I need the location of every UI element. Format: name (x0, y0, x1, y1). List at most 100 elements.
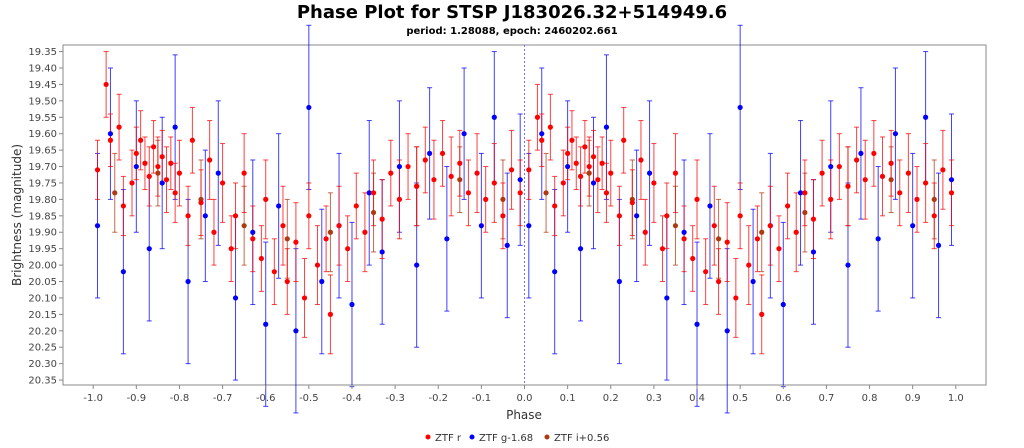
legend-label-ztf-g: ZTF g-1.68 (479, 433, 533, 444)
data-point-ztf-g (797, 190, 804, 196)
data-point-ztf-r (241, 170, 247, 176)
data-point-ztf-g (349, 301, 355, 308)
data-point-ztf-r (810, 216, 817, 222)
data-point-ztf-r (314, 262, 321, 268)
y-tick-label: 19.50 (28, 96, 57, 107)
data-point-ztf-g (616, 278, 622, 285)
data-point-ztf-r (948, 190, 955, 196)
data-point-ztf-r (370, 190, 377, 196)
data-point-ztf-g (737, 104, 743, 111)
data-point-ztf-r (327, 311, 334, 317)
data-point-ztf-g (935, 242, 942, 248)
data-point-ztf-r (142, 160, 148, 166)
data-point-ztf-r (500, 213, 506, 219)
x-axis-label: Phase (506, 408, 542, 422)
data-point-ztf-r (526, 167, 532, 173)
data-point-ztf-g (146, 246, 152, 252)
data-point-ztf-r (94, 167, 101, 173)
data-point-ztf-r (163, 177, 170, 183)
data-point-ztf-g (202, 213, 208, 219)
data-point-ztf-r (793, 229, 799, 235)
data-point-ztf-r (258, 255, 265, 262)
data-point-ztf-r (651, 180, 657, 186)
data-point-ztf-r (534, 114, 541, 120)
y-tick-label: 20.10 (28, 293, 57, 304)
data-point-ztf-r (560, 180, 566, 186)
data-point-ztf-r (138, 137, 144, 143)
legend-item-ztf-r[interactable]: ZTF r (425, 433, 462, 444)
data-point-ztf-g (526, 223, 532, 229)
chart-subtitle: period: 1.28088, epoch: 2460202.661 (406, 26, 617, 37)
data-point-ztf-g (491, 114, 497, 120)
data-point-ztf-r (703, 269, 709, 275)
data-point-ztf-r (336, 223, 342, 229)
data-point-ztf-r (746, 262, 752, 268)
y-tick-label: 19.40 (28, 63, 57, 74)
legend-item-ztf-i[interactable]: ZTF i+0.56 (544, 433, 610, 444)
data-point-ztf-g (107, 131, 114, 137)
legend-marker-ztf-r (425, 434, 431, 440)
data-point-ztf-g (858, 150, 864, 157)
data-point-ztf-g (707, 203, 713, 209)
data-point-ztf-r (189, 137, 195, 143)
data-point-ztf-r (280, 223, 286, 229)
legend-label-ztf-r: ZTF r (435, 433, 462, 444)
data-point-ztf-r (711, 223, 717, 229)
data-point-ztf-r (176, 170, 183, 176)
data-point-ztf-g (263, 321, 269, 327)
data-point-ztf-g (681, 229, 687, 235)
data-point-ztf-g (172, 124, 178, 130)
data-point-ztf-r (150, 144, 157, 150)
chart-title: Phase Plot for STSP J183026.32+514949.6 (297, 2, 727, 23)
legend: ZTF r ZTF g-1.68 ZTF i+0.56 (425, 433, 610, 444)
x-tick-label: 0.7 (818, 393, 834, 404)
data-point-ztf-r (608, 170, 614, 176)
data-point-ztf-g (875, 236, 881, 242)
data-point-ztf-r (448, 173, 454, 180)
y-tick-label: 20.25 (28, 343, 57, 354)
data-point-ztf-r (862, 177, 868, 183)
data-point-ztf-r (759, 311, 765, 317)
data-point-ztf-g (552, 269, 558, 275)
data-point-ztf-r (457, 160, 463, 166)
data-point-ztf-r (284, 278, 290, 285)
data-point-ztf-g (461, 131, 467, 137)
data-point-ztf-r (871, 150, 877, 157)
y-tick-label: 19.75 (28, 178, 57, 189)
data-point-ztf-r (914, 196, 920, 202)
data-point-ztf-g (215, 170, 221, 176)
data-point-ztf-g (810, 249, 817, 255)
data-point-ztf-r (565, 150, 571, 157)
data-point-ztf-g (923, 114, 929, 120)
data-point-ztf-g (694, 321, 700, 327)
data-point-ztf-r (155, 163, 161, 170)
data-point-ztf-r (577, 173, 584, 180)
data-point-ztf-g (159, 180, 165, 186)
data-point-ztf-g (396, 163, 403, 170)
x-tick-label: -0.1 (472, 393, 492, 404)
data-point-ztf-r (664, 213, 670, 219)
data-point-ztf-r (629, 200, 635, 206)
x-tick-label: -0.8 (170, 393, 190, 404)
data-point-ztf-r (802, 190, 808, 196)
data-point-ztf-r (552, 203, 558, 209)
legend-item-ztf-g[interactable]: ZTF g-1.68 (469, 433, 534, 444)
data-point-ztf-g (94, 223, 101, 229)
x-tick-label: -1.0 (83, 393, 103, 404)
data-point-ztf-r (103, 81, 109, 88)
data-point-ztf-g (504, 242, 510, 248)
data-point-ztf-r (405, 163, 411, 170)
data-point-ztf-r (694, 196, 700, 202)
data-point-ztf-g (948, 177, 955, 183)
data-point-ztf-r (422, 157, 428, 163)
data-point-ztf-r (379, 216, 385, 222)
data-point-ztf-g (845, 262, 851, 268)
legend-marker-ztf-g (469, 434, 475, 440)
data-point-ztf-r (573, 160, 579, 166)
data-point-ztf-r (836, 163, 842, 170)
legend-marker-ztf-i (544, 434, 550, 440)
data-point-ztf-i (327, 229, 334, 235)
data-point-ztf-i (672, 223, 679, 229)
data-point-ztf-r (345, 246, 351, 252)
data-point-ztf-g (590, 180, 597, 186)
